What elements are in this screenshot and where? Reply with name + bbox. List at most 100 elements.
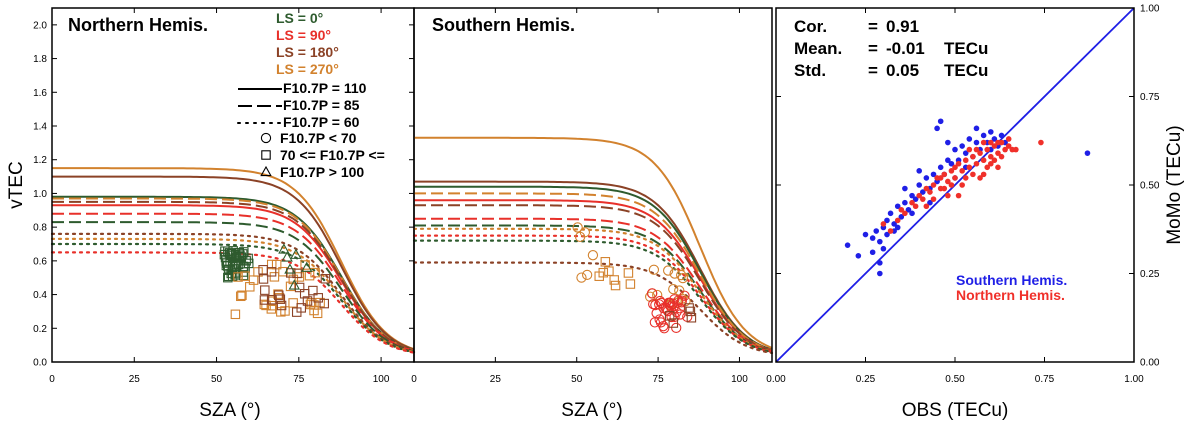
observation-square (276, 300, 287, 311)
scatter-point (945, 139, 951, 146)
scatter-point (945, 157, 951, 164)
y-tick-label: 1.00 (1140, 4, 1160, 15)
stat-value: 0.91 (886, 17, 919, 36)
observation-square (310, 267, 320, 278)
observation-circle (668, 283, 679, 295)
observation-square (309, 305, 319, 316)
observation-square (258, 265, 268, 275)
y-tick-label: 0.00 (1140, 358, 1160, 369)
observation-circle (654, 314, 665, 325)
scatter-point (898, 206, 905, 213)
scatter-point (1005, 143, 1012, 149)
scatter-point (902, 185, 908, 192)
panel-scatter-traces (775, 7, 1135, 363)
observation-square (623, 268, 634, 278)
scatter-point (905, 206, 912, 213)
panel-northern-hemisphere-traces (50, 167, 416, 354)
legend-marker-label: F10.7P < 70 (280, 130, 357, 146)
y-tick-label: 0.8 (33, 223, 47, 234)
observation-circle (576, 272, 587, 283)
panel-northern-hemisphere-ticks: 0 25 50 75 100 0.0 0.2 0.4 0.6 0.8 1.0 1.2 1.4 1.6 1.8… (33, 8, 414, 385)
scatter-point (966, 136, 973, 142)
scatter-point (902, 199, 908, 206)
scatter-point (919, 189, 926, 195)
scatter-point (945, 192, 951, 199)
scatter-point (937, 118, 944, 125)
scatter-point (977, 150, 983, 156)
observation-square (266, 304, 277, 314)
observation-square (291, 307, 302, 317)
observation-square (625, 279, 636, 289)
scatter-point (966, 164, 973, 171)
scatter-point (916, 168, 922, 174)
scatter-point (1002, 146, 1008, 153)
scatter-point (984, 146, 991, 153)
stat-name: Std. (794, 61, 826, 80)
observation-triangle (284, 263, 296, 274)
observation-square (236, 291, 246, 302)
observation-square (664, 311, 675, 321)
legend-line-label: F10.7P = 60 (283, 114, 360, 130)
scatter-point (998, 153, 1005, 160)
scatter-point (970, 171, 976, 178)
legend-marker-label: F10.7P > 100 (280, 164, 364, 180)
scatter-point (991, 143, 998, 149)
scatter-point (887, 228, 894, 234)
stat-unit: TECu (944, 39, 988, 58)
observation-square (269, 272, 280, 282)
legend-ls-label: LS = 180° (276, 44, 339, 60)
stat-name: Mean. (794, 39, 842, 58)
scatter-point (919, 196, 926, 202)
observation-square (267, 300, 278, 311)
scatter-point (916, 182, 922, 188)
observation-square (266, 267, 277, 277)
observation-square (609, 275, 619, 285)
observation-circle (587, 250, 599, 261)
scatter-point (909, 210, 915, 217)
observation-square (233, 272, 243, 282)
y-tick-label: 0.2 (33, 324, 47, 335)
panel-northern-hemisphere: 0 25 50 75 100 0.0 0.2 0.4 0.6 0.8 1.0 1.2 1.4 1.6 1.8… (6, 7, 416, 421)
scatter-point (1005, 136, 1012, 142)
observation-circle (669, 268, 680, 279)
x-tick-label: 0 (49, 374, 55, 385)
observation-square (288, 298, 298, 308)
scatter-point (916, 192, 922, 199)
scatter-point (995, 164, 1001, 171)
y-tick-label: 0.75 (1140, 92, 1160, 103)
scatter-point (927, 189, 933, 195)
observation-square (684, 303, 694, 313)
scatter-point (977, 175, 983, 181)
observation-square (313, 293, 323, 303)
legend-series-label: Northern Hemis. (956, 287, 1065, 303)
observation-square (610, 280, 621, 291)
identity-line (775, 7, 1135, 363)
observation-circle (579, 227, 591, 238)
scatter-point (937, 175, 944, 181)
observation-circle (652, 289, 663, 301)
scatter-point (869, 235, 876, 241)
legend-marker-label: 70 <= F10.7P <= (280, 147, 385, 163)
panel-scatter-ylabel: MoMo (TECu) (1164, 125, 1185, 244)
legend-ls-label: LS = 0° (276, 10, 323, 26)
x-tick-label: 0.25 (856, 374, 876, 385)
observation-circle (675, 269, 687, 281)
scatter-point (948, 160, 955, 167)
scatter-point (923, 185, 930, 192)
scatter-point (955, 192, 962, 199)
scatter-point (884, 231, 890, 238)
x-tick-label: 75 (293, 374, 305, 385)
model-curve-ls180-f107-60 (412, 261, 774, 355)
scatter-point (891, 221, 897, 227)
observation-square (260, 285, 270, 295)
scatter-point (862, 231, 869, 238)
scatter-point (945, 178, 951, 185)
model-curve-ls180-f107-110 (52, 175, 415, 351)
x-tick-label: 25 (490, 374, 502, 385)
panel-southern-hemisphere-xlabel: SZA (°) (561, 400, 622, 421)
legend-line-label: F10.7P = 110 (283, 80, 367, 96)
observation-square (245, 282, 255, 292)
scatter-point (877, 238, 883, 245)
scatter-point (930, 196, 937, 202)
observation-square (226, 249, 237, 259)
